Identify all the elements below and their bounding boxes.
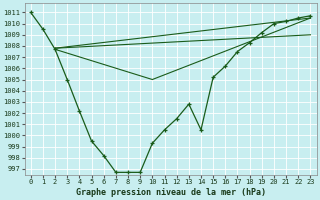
X-axis label: Graphe pression niveau de la mer (hPa): Graphe pression niveau de la mer (hPa) — [76, 188, 266, 197]
